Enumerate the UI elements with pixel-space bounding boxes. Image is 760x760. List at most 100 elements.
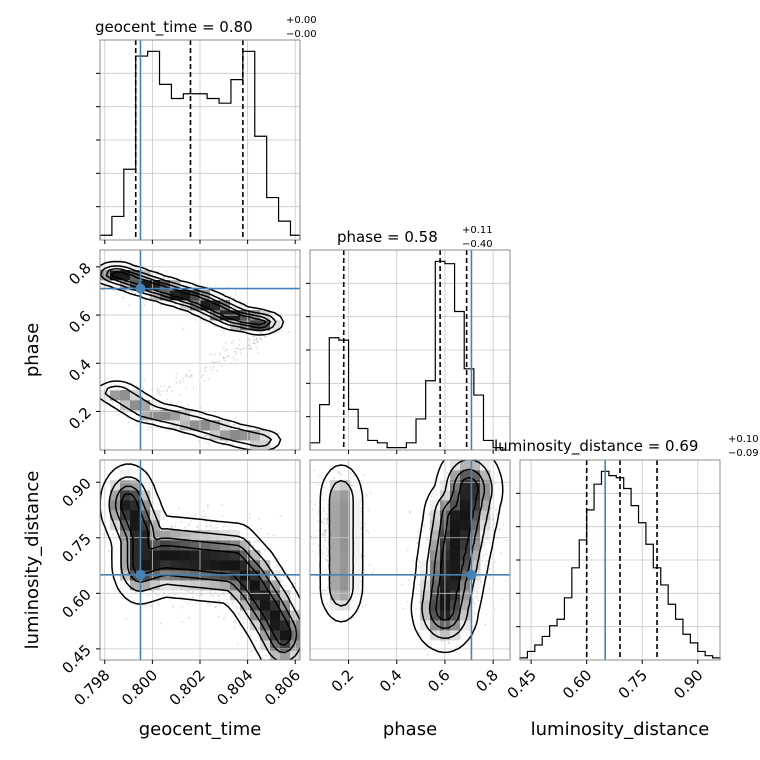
sample-point (473, 600, 475, 603)
density-cell (160, 530, 171, 541)
sample-point (322, 552, 325, 555)
sample-point (472, 598, 474, 601)
y-axis-label-luminosity-distance: luminosity_distance (22, 471, 43, 650)
density-cell (340, 530, 351, 541)
density-cell (140, 510, 151, 521)
sample-point (187, 602, 190, 605)
density-cell (140, 400, 151, 411)
density-cell (190, 560, 201, 571)
sample-point (363, 526, 365, 528)
density-cell (480, 480, 491, 491)
sample-point (169, 386, 171, 389)
density-cell (150, 280, 161, 291)
density-cell (130, 400, 141, 411)
density-cell (170, 290, 181, 301)
sample-point (308, 565, 310, 567)
sample-point (312, 542, 315, 545)
sample-point (226, 441, 229, 443)
density-cell (460, 600, 471, 611)
sample-point (253, 335, 256, 338)
density-cell (480, 490, 491, 501)
sample-point (323, 589, 325, 591)
sample-point (426, 539, 429, 541)
density-cell (280, 630, 291, 641)
density-cell (250, 560, 261, 571)
sample-point (322, 499, 324, 501)
sample-point (252, 342, 255, 344)
density-cell (200, 580, 211, 591)
density-cell (210, 540, 221, 551)
sample-point (282, 575, 285, 578)
density-cell (270, 320, 281, 331)
density-cell (470, 480, 481, 491)
sample-point (226, 355, 229, 358)
sample-point (235, 416, 237, 419)
density-cell (110, 390, 121, 401)
density-cell (130, 530, 141, 541)
density-cell (220, 580, 231, 591)
density-cell (460, 500, 471, 511)
sample-point (311, 508, 314, 511)
density-cell (250, 620, 261, 631)
sample-point (264, 548, 266, 551)
y-tick-label-phase: 0.6 (65, 307, 95, 337)
density-cell (170, 410, 181, 421)
sample-point (187, 525, 190, 528)
sample-point (107, 282, 110, 284)
density-cell (180, 560, 191, 571)
density-cell (350, 530, 361, 541)
density-cell (280, 650, 291, 660)
sample-point (428, 513, 430, 516)
sample-point (337, 472, 340, 475)
sample-point (221, 515, 224, 518)
density-cell (170, 280, 181, 291)
sample-point (248, 516, 251, 519)
sample-point (143, 303, 146, 306)
density-cell (240, 530, 251, 541)
density-cell (450, 530, 461, 541)
sample-point (493, 482, 496, 485)
density-cell (470, 560, 481, 571)
sample-point (185, 386, 188, 389)
sample-point (157, 388, 160, 391)
sample-point (245, 527, 248, 530)
contour-level-1 (108, 476, 300, 660)
sample-point (252, 545, 255, 547)
density-cell (140, 270, 151, 281)
density-cell (460, 480, 471, 491)
title-phase-plus: +0.11 (462, 225, 493, 236)
sample-point (279, 313, 282, 315)
sample-point (211, 360, 214, 363)
sample-point (231, 601, 234, 604)
density-cell (260, 590, 271, 601)
density-cell (350, 510, 361, 521)
sample-point (141, 396, 144, 398)
density-layer (100, 258, 508, 660)
sample-point (238, 338, 241, 341)
density-cell (420, 560, 431, 571)
sample-point (209, 366, 212, 369)
sample-point (203, 367, 206, 370)
y-tick-label-luminosity-distance: 0.45 (58, 641, 94, 677)
density-cell (270, 590, 281, 601)
sample-point (261, 338, 263, 341)
density-cell (330, 490, 341, 501)
marks-layer (99, 40, 721, 660)
sample-point (181, 621, 184, 623)
sample-point (197, 440, 200, 442)
sample-point (213, 353, 216, 356)
density-cell (480, 460, 491, 471)
sample-point (162, 516, 165, 519)
density-cell (100, 390, 111, 401)
density-cell (280, 600, 291, 611)
sample-point (184, 526, 187, 529)
density-cell (330, 600, 341, 611)
sample-point (205, 441, 208, 444)
sample-point (426, 653, 429, 656)
sample-point (350, 484, 353, 487)
sample-point (495, 508, 497, 511)
x-axis-label-geocent-time: geocent_time (139, 719, 262, 740)
sample-point (476, 595, 479, 598)
sample-point (197, 525, 199, 528)
